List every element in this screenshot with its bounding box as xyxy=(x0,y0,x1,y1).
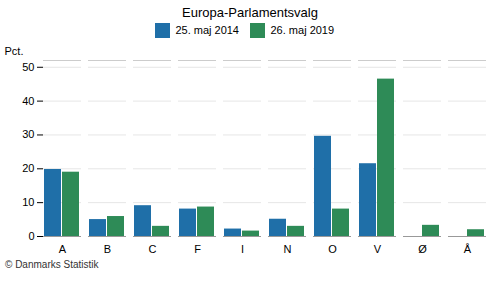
svg-text:A: A xyxy=(59,243,67,255)
svg-text:40: 40 xyxy=(22,95,34,107)
svg-text:10: 10 xyxy=(22,196,34,208)
svg-text:30: 30 xyxy=(22,128,34,140)
svg-text:20: 20 xyxy=(22,162,34,174)
html-text:Europa-Parlamentsvalg: Europa-Parlamentsvalg xyxy=(182,5,318,20)
svg-text:0: 0 xyxy=(28,230,34,242)
svg-text:B: B xyxy=(104,243,111,255)
svg-text:50: 50 xyxy=(22,61,34,73)
svg-text:F: F xyxy=(194,243,201,255)
svg-text:Pct.: Pct. xyxy=(5,45,24,57)
html-text:26. maj 2019: 26. maj 2019 xyxy=(270,24,335,37)
html-text:© Danmarks Statistik: © Danmarks Statistik xyxy=(5,259,99,270)
svg-text:N: N xyxy=(284,243,292,255)
svg-text:V: V xyxy=(374,243,382,255)
html-text:25. maj 2014: 25. maj 2014 xyxy=(175,24,239,37)
svg-text:C: C xyxy=(149,243,157,255)
svg-text:Ø: Ø xyxy=(418,243,427,255)
svg-text:O: O xyxy=(328,243,337,255)
svg-text:Å: Å xyxy=(464,243,472,255)
svg-text:I: I xyxy=(241,243,244,255)
